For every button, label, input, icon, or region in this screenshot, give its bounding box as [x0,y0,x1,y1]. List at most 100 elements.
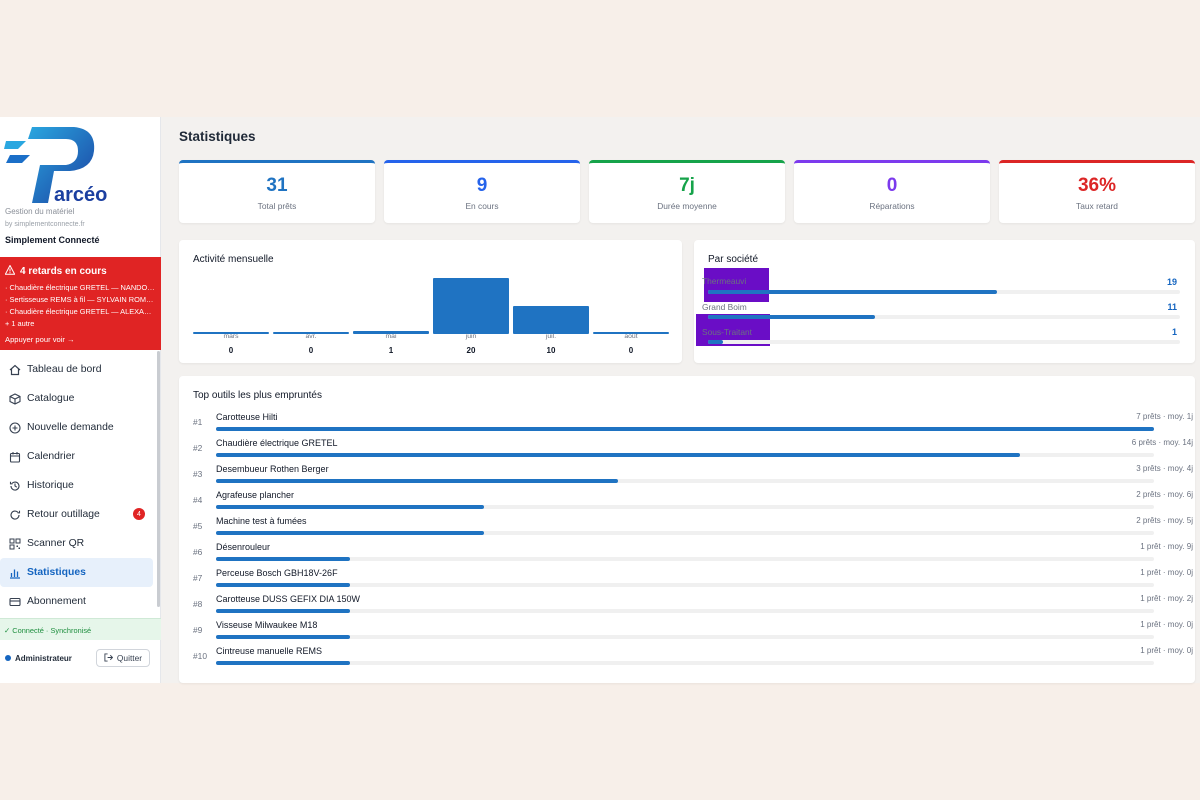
by-company-title: Par société [708,254,759,265]
month-bar[interactable] [513,306,589,334]
qr-icon [8,537,21,550]
app-window: arcéo Gestion du matériel by simplementc… [0,117,1200,683]
sync-status: ✓ Connecté · Synchronisé [0,618,161,640]
monthly-activity-title: Activité mensuelle [193,254,274,265]
month-label: juil. [545,333,557,340]
tool-row[interactable]: #8 Carotteuse DUSS GEFIX DIA 150W 1 prêt ·… [179,594,1194,620]
company-bar-track [708,340,1180,344]
month-label: mai [385,333,397,340]
return-count-badge: 4 [133,508,145,520]
quit-button[interactable]: Quitter [96,649,150,667]
tool-row[interactable]: #2 Chaudière électrique GRETEL 6 prêts · m… [179,438,1194,464]
tool-rank: #4 [193,495,203,505]
sidebar-item-label: Abonnement [27,596,86,607]
kpi-card-reparations: 0 Réparations [794,160,990,223]
svg-text:arcéo: arcéo [54,184,107,205]
tool-row[interactable]: #3 Desembueur Rothen Berger 3 prêts · moy.… [179,464,1194,490]
top-tools-title: Top outils les plus empruntés [193,390,322,401]
kpi-card-total-prets: 31 Total prêts [179,160,375,223]
kpi-label: Taux retard [1076,201,1118,211]
kpi-label: En cours [465,201,499,211]
sidebar-item-label: Retour outillage [27,509,100,520]
month-bar[interactable] [273,331,349,334]
tool-row[interactable]: #7 Perceuse Bosch GBH18V-26F 1 prêt · moy.… [179,568,1194,594]
month-bar[interactable] [593,331,669,334]
top-tools-card: Top outils les plus empruntés #1 Carotteu… [179,376,1195,683]
kpi-value: 0 [886,175,898,196]
month-bar[interactable] [193,331,269,334]
tool-rank: #9 [193,625,203,635]
sidebar-item-scanner-qr[interactable]: Scanner QR [0,529,161,558]
sidebar-item-abonnement[interactable]: Abonnement [0,587,161,616]
tool-name: Désenrouleur [216,542,271,552]
company-name: Grand Boim [702,302,747,312]
tool-bar-fill [216,635,350,639]
sidebar-scrollbar[interactable] [157,351,160,607]
sidebar-item-label: Statistiques [27,567,86,578]
sidebar-item-label: Scanner QR [27,538,85,549]
tool-row[interactable]: #6 Désenrouleur 1 prêt · moy. 9j [179,542,1194,568]
kpi-value: 7j [679,175,695,196]
tool-row[interactable]: #4 Agrafeuse plancher 2 prêts · moy. 6j [179,490,1194,516]
company-bar-fill [708,290,998,294]
month-value: 1 [388,346,394,355]
tool-rank: #7 [193,573,203,583]
home-icon [8,363,21,376]
sidebar-item-historique[interactable]: Historique [0,471,161,500]
month-value: 0 [628,346,634,355]
sidebar-item-tableau-de-bord[interactable]: Tableau de bord [0,355,161,384]
alert-view-link[interactable]: Appuyer pour voir → [5,335,75,344]
by-company-card: Par société Thermeauvi 19 Grand Boim 11 … [694,240,1195,363]
company-bar-fill [708,315,876,319]
alert-title-row: 4 retards en cours [4,264,156,278]
tool-meta: 6 prêts · moy. 14j [1131,438,1193,447]
monthly-bar-chart: mars 0 avr. 0 mai 1 juin 20 juil. 10 août 0 [193,258,673,358]
sidebar: arcéo Gestion du matériel by simplementc… [0,117,161,683]
month-label: juin [465,333,477,340]
page-title: Statistiques [179,129,256,144]
redaction-mark [704,268,769,302]
month-bar[interactable] [353,331,429,334]
tool-row[interactable]: #10 Cintreuse manuelle REMS 1 prêt · moy. … [179,646,1194,672]
tool-rank: #3 [193,469,203,479]
month-label: avr. [305,333,317,340]
tool-row[interactable]: #5 Machine test à fumées 2 prêts · moy. 5j [179,516,1194,542]
alert-title: 4 retards en cours [20,266,107,277]
alert-line: · Sertisseuse REMS à fil — SYLVAIN ROMA… [5,295,156,304]
sidebar-item-label: Catalogue [27,393,75,404]
tool-bar-fill [216,583,350,587]
tool-bar-track [216,635,1154,639]
sidebar-item-catalogue[interactable]: Catalogue [0,384,161,413]
month-label: mars [223,333,239,340]
company-value: 1 [1171,327,1177,337]
tool-meta: 3 prêts · moy. 4j [1136,464,1193,473]
tool-bar-track [216,661,1154,665]
sidebar-item-nouvelle-demande[interactable]: Nouvelle demande [0,413,161,442]
tool-bar-track [216,453,1154,457]
late-loans-alert[interactable]: 4 retards en cours · Chaudière électriqu… [0,257,161,350]
company-bar-fill [708,340,724,344]
alert-line: · Chaudière électrique GRETEL — ALEXANDR… [5,307,156,316]
kpi-label: Total prêts [257,201,297,211]
sidebar-item-label: Historique [27,480,74,491]
month-value: 0 [308,346,314,355]
tool-bar-fill [216,531,484,535]
parceo-logo[interactable]: arcéo [4,125,124,206]
brand-by-line: by simplementconnecte.fr [5,221,85,228]
tool-bar-fill [216,609,350,613]
tool-rank: #2 [193,443,203,453]
kpi-value: 36% [1077,175,1117,196]
tool-row[interactable]: #9 Visseuse Milwaukee M18 1 prêt · moy. 0j [179,620,1194,646]
month-bar[interactable] [433,278,509,334]
sidebar-item-retour-outillage[interactable]: Retour outillage 4 [0,500,161,529]
tool-row[interactable]: #1 Carotteuse Hilti 7 prêts · moy. 1j [179,412,1194,438]
company-bar-track [708,315,1180,319]
sidebar-item-calendrier[interactable]: Calendrier [0,442,161,471]
online-dot [5,655,11,661]
alert-more: + 1 autre [5,319,35,328]
tool-bar-track [216,609,1154,613]
sidebar-item-statistiques[interactable]: Statistiques [0,558,153,587]
tool-name: Machine test à fumées [216,516,307,526]
month-value: 20 [466,346,476,355]
tool-name: Cintreuse manuelle REMS [216,646,323,656]
